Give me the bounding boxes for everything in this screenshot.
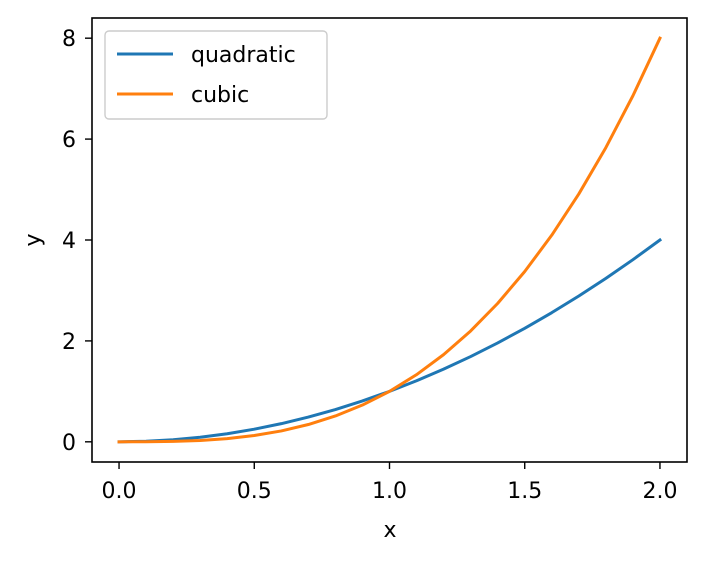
x-axis: 0.0 0.5 1.0 1.5 2.0 [102,462,677,504]
series-line-cubic [117,36,662,444]
series-layer [117,36,663,444]
legend: quadratic cubic [104,30,328,120]
x-axis-label: x [383,518,396,543]
x-tick-label: 0.0 [102,479,137,504]
x-tick-label: 0.5 [237,479,272,504]
legend-label-quadratic: quadratic [191,43,296,68]
y-axis: 0 2 4 6 8 [62,27,92,456]
x-tick-label: 1.5 [507,479,542,504]
y-tick-label: 6 [62,128,76,153]
y-tick-label: 0 [62,431,76,456]
y-tick-label: 4 [62,229,76,254]
y-tick-label: 8 [62,27,76,52]
legend-label-cubic: cubic [191,83,249,108]
x-tick-label: 2.0 [642,479,677,504]
y-axis-label: y [21,233,46,246]
x-tick-label: 1.0 [372,479,407,504]
y-tick-label: 2 [62,330,76,355]
